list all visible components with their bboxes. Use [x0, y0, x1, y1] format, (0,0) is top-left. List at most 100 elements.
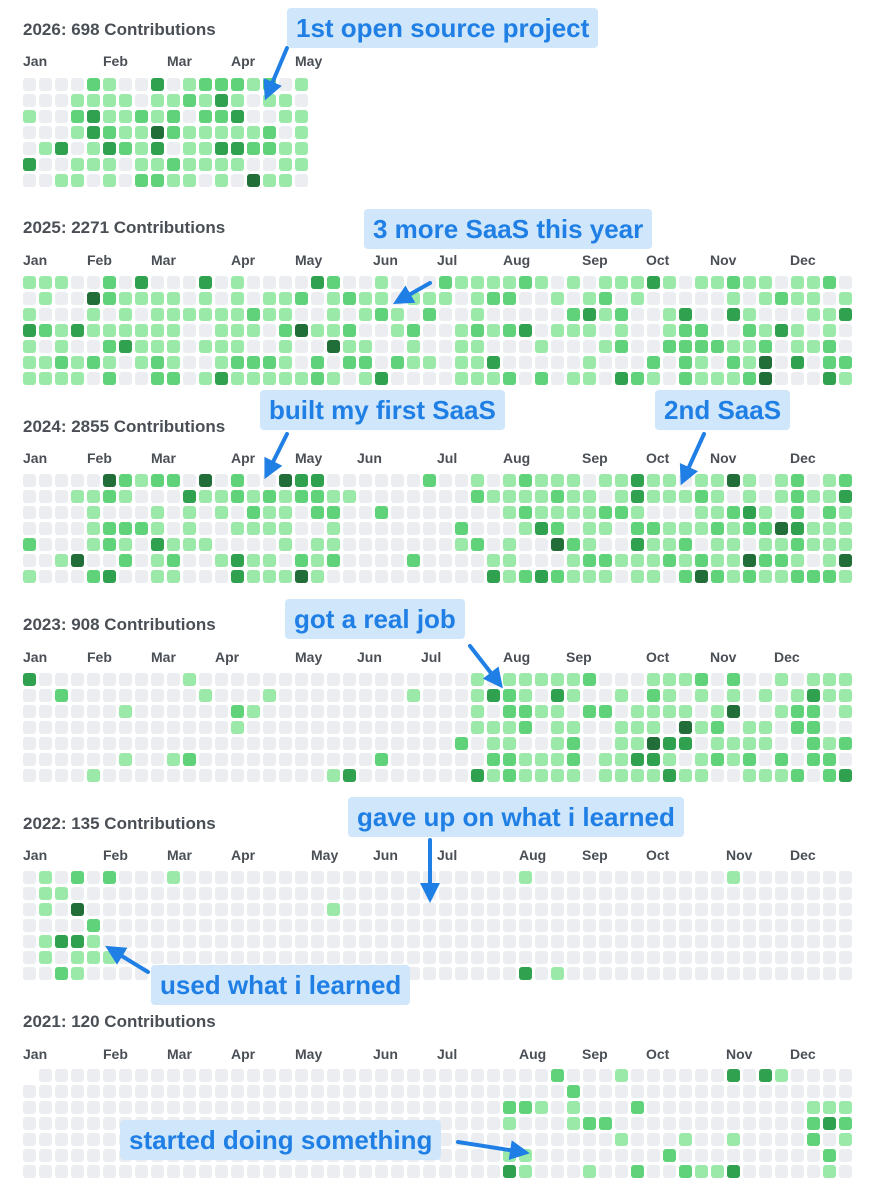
contribution-cell — [247, 522, 260, 535]
contribution-cell — [391, 951, 404, 964]
contribution-cell — [87, 673, 100, 686]
contribution-cell — [183, 673, 196, 686]
contribution-cell — [55, 340, 68, 353]
contribution-cell — [167, 1101, 180, 1114]
contribution-cell — [263, 705, 276, 718]
contribution-cell — [407, 951, 420, 964]
contribution-cell — [503, 967, 516, 980]
contribution-cell — [823, 689, 836, 702]
contribution-cell — [663, 935, 676, 948]
contribution-cell — [39, 903, 52, 916]
contribution-cell — [23, 522, 36, 535]
contribution-cell — [711, 308, 724, 321]
contribution-cell — [407, 737, 420, 750]
contribution-cell — [663, 474, 676, 487]
contribution-cell — [151, 1085, 164, 1098]
contribution-cell — [375, 871, 388, 884]
contribution-cell — [471, 356, 484, 369]
contribution-cell — [39, 356, 52, 369]
contribution-cell — [359, 689, 372, 702]
contribution-cell — [71, 356, 84, 369]
contribution-cell — [791, 935, 804, 948]
contribution-cell — [567, 372, 580, 385]
contribution-cell — [631, 1165, 644, 1178]
contribution-cell — [327, 292, 340, 305]
contribution-cell — [711, 570, 724, 583]
contribution-cell — [823, 951, 836, 964]
contribution-cell — [199, 522, 212, 535]
contribution-cell — [695, 967, 708, 980]
contribution-cell — [615, 967, 628, 980]
contribution-cell — [471, 1117, 484, 1130]
contribution-cell — [199, 554, 212, 567]
contribution-cell — [215, 951, 228, 964]
contribution-cell — [551, 554, 564, 567]
contribution-cell — [263, 1101, 276, 1114]
contribution-cell — [183, 522, 196, 535]
contribution-cell — [407, 689, 420, 702]
contribution-cell — [135, 158, 148, 171]
contribution-cell — [183, 705, 196, 718]
contribution-cell — [375, 737, 388, 750]
contribution-cell — [567, 753, 580, 766]
contribution-cell — [295, 372, 308, 385]
contribution-cell — [823, 753, 836, 766]
contribution-cell — [71, 935, 84, 948]
contribution-cell — [231, 506, 244, 519]
month-label: Apr — [231, 847, 256, 863]
contribution-cell — [791, 737, 804, 750]
contribution-cell — [279, 292, 292, 305]
contribution-cell — [391, 308, 404, 321]
callout-started: started doing something — [120, 1120, 442, 1160]
contribution-cell — [615, 1165, 628, 1178]
contribution-cell — [263, 1085, 276, 1098]
contribution-cell — [199, 570, 212, 583]
contribution-cell — [583, 967, 596, 980]
month-label: Feb — [87, 450, 112, 466]
contribution-cell — [503, 1069, 516, 1082]
contribution-cell — [39, 1165, 52, 1178]
contribution-cell — [695, 324, 708, 337]
contribution-cell — [199, 110, 212, 123]
contribution-cell — [647, 903, 660, 916]
contribution-cell — [679, 919, 692, 932]
contribution-cell — [775, 951, 788, 964]
contribution-cell — [295, 474, 308, 487]
contribution-cell — [391, 538, 404, 551]
contribution-cell — [263, 174, 276, 187]
contribution-cell — [775, 308, 788, 321]
contribution-cell — [807, 1117, 820, 1130]
contribution-cell — [375, 1101, 388, 1114]
contribution-cell — [327, 737, 340, 750]
contribution-cell — [391, 887, 404, 900]
contribution-cell — [103, 522, 116, 535]
contribution-cell — [103, 474, 116, 487]
contribution-cell — [727, 753, 740, 766]
contribution-cell — [647, 554, 660, 567]
contribution-cell — [279, 721, 292, 734]
contribution-cell — [823, 490, 836, 503]
contribution-cell — [247, 705, 260, 718]
contribution-cell — [599, 1149, 612, 1162]
contribution-cell — [247, 554, 260, 567]
contribution-cell — [71, 1149, 84, 1162]
contribution-cell — [439, 1117, 452, 1130]
contribution-cell — [439, 1149, 452, 1162]
contribution-cell — [839, 753, 852, 766]
contribution-cell — [103, 78, 116, 91]
contribution-cell — [375, 490, 388, 503]
contribution-cell — [311, 538, 324, 551]
contribution-cell — [279, 903, 292, 916]
contribution-cell — [135, 967, 148, 980]
contribution-cell — [791, 967, 804, 980]
contribution-cell — [743, 903, 756, 916]
contribution-cell — [551, 1085, 564, 1098]
contribution-cell — [87, 356, 100, 369]
month-label: Feb — [103, 847, 128, 863]
contribution-cell — [119, 308, 132, 321]
contribution-cell — [487, 1133, 500, 1146]
contribution-cell — [359, 887, 372, 900]
contribution-cell — [663, 753, 676, 766]
contribution-cell — [743, 721, 756, 734]
contribution-cell — [327, 340, 340, 353]
